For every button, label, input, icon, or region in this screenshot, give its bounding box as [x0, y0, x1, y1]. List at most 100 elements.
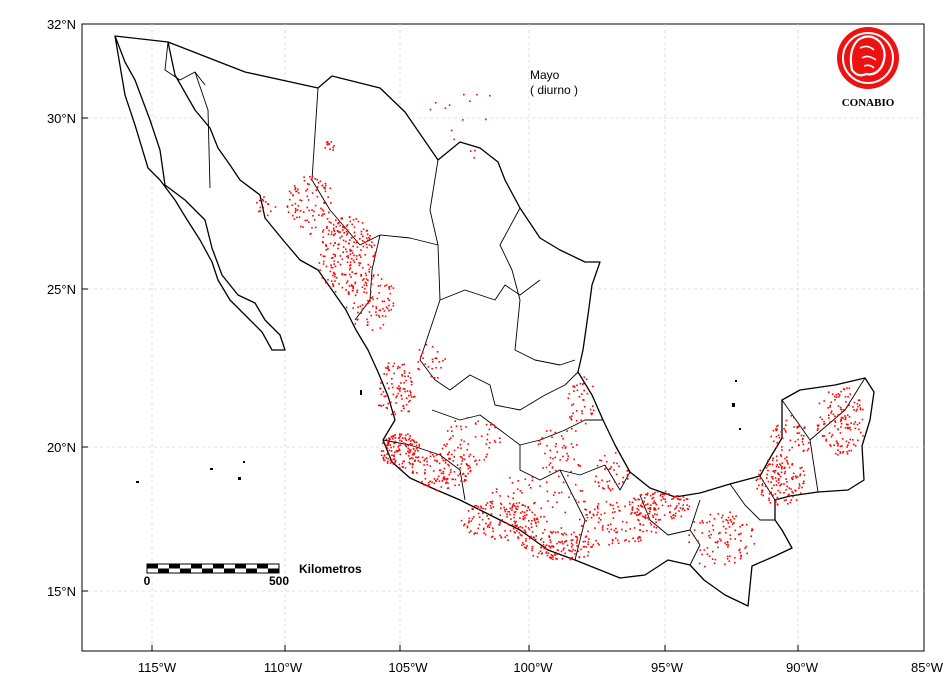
hotspot-point	[712, 550, 714, 553]
hotspot-point	[321, 213, 324, 216]
hotspot-point	[499, 502, 502, 505]
hotspot-point	[796, 432, 799, 434]
hotspot-point	[431, 481, 433, 484]
hotspot-point	[478, 516, 481, 518]
hotspot-point	[834, 399, 836, 401]
hotspot-point	[400, 382, 402, 384]
hotspot-point	[491, 492, 494, 494]
hotspot-point	[861, 418, 864, 421]
hotspot-point	[830, 435, 833, 438]
hotspot-point	[640, 539, 642, 542]
hotspot-point	[565, 540, 568, 542]
hotspot-point	[740, 532, 742, 535]
hotspot-point	[322, 263, 325, 265]
hotspot-point	[297, 192, 300, 194]
hotspot-point	[512, 503, 515, 505]
hotspot-point	[509, 476, 511, 479]
hotspot-point	[803, 427, 805, 430]
hotspot-point	[617, 539, 619, 542]
hotspot-point	[427, 366, 430, 368]
hotspot-point	[803, 474, 806, 477]
hotspot-point	[846, 451, 848, 453]
hotspot-point	[380, 454, 383, 457]
hotspot-point	[630, 513, 632, 515]
hotspot-point	[650, 530, 653, 533]
hotspot-point	[333, 229, 335, 231]
hotspot-point	[609, 467, 611, 470]
hotspot-point	[566, 544, 569, 547]
hotspot-point	[792, 495, 794, 498]
hotspot-point	[393, 455, 395, 457]
hotspot-point	[408, 394, 410, 397]
hotspot-point	[350, 249, 353, 252]
hotspot-point	[494, 538, 496, 540]
hotspot-point	[415, 456, 417, 458]
hotspot-point	[847, 423, 849, 426]
hotspot-point	[389, 444, 392, 446]
hotspot-point	[387, 452, 389, 455]
hotspot-point	[519, 525, 522, 528]
hotspot-point	[514, 524, 516, 527]
hotspot-point	[326, 141, 328, 144]
hotspot-point	[309, 176, 311, 178]
hotspot-point	[774, 500, 777, 503]
scale-bar-segment	[202, 568, 213, 573]
hotspot-point	[373, 244, 376, 247]
hotspot-point	[529, 487, 532, 489]
hotspot-point	[519, 534, 522, 536]
hotspot-point	[341, 235, 343, 238]
hotspot-point	[405, 379, 407, 382]
hotspot-point	[515, 502, 518, 505]
hotspot-point	[379, 387, 382, 390]
hotspot-point	[739, 557, 742, 560]
hotspot-point	[840, 416, 843, 419]
hotspot-point	[387, 365, 389, 368]
hotspot-point	[380, 278, 383, 280]
hotspot-point	[756, 478, 759, 481]
hotspot-point	[489, 505, 492, 507]
hotspot-point	[270, 210, 272, 213]
hotspot-point	[378, 292, 380, 294]
hotspot-point	[316, 186, 319, 188]
hotspot-point	[568, 393, 571, 395]
hotspot-point	[637, 509, 640, 511]
hotspot-point	[546, 520, 548, 523]
hotspot-point	[547, 500, 549, 502]
hotspot-point	[473, 533, 475, 535]
hotspot-point	[409, 377, 412, 379]
hotspot-point	[311, 192, 314, 194]
hotspot-point	[350, 276, 352, 278]
hotspot-point	[488, 428, 491, 431]
hotspot-point	[390, 436, 393, 438]
hotspot-point	[366, 246, 368, 249]
hotspot-point	[567, 458, 569, 460]
hotspot-point	[387, 402, 389, 405]
hotspot-point	[722, 520, 724, 523]
hotspot-point	[325, 245, 328, 247]
hotspot-point	[577, 545, 579, 547]
hotspot-point	[350, 257, 353, 260]
hotspot-point	[317, 182, 320, 184]
hotspot-point	[674, 515, 677, 517]
hotspot-point	[644, 514, 647, 517]
hotspot-point	[611, 488, 614, 490]
hotspot-point	[476, 93, 478, 96]
hotspot-point	[469, 470, 472, 472]
hotspot-point	[335, 225, 337, 228]
hotspot-point	[561, 558, 564, 560]
hotspot-point	[438, 469, 441, 472]
hotspot-point	[524, 530, 526, 533]
hotspot-point	[655, 518, 657, 521]
hotspot-point	[590, 412, 592, 415]
hotspot-point	[594, 480, 597, 483]
hotspot-point	[545, 466, 548, 469]
hotspot-point	[835, 452, 837, 455]
hotspot-point	[534, 514, 536, 516]
hotspot-point	[588, 538, 590, 540]
hotspot-point	[300, 225, 302, 228]
hotspot-point	[356, 289, 359, 292]
hotspot-point	[349, 264, 351, 267]
hotspot-point	[706, 547, 709, 549]
hotspot-point	[568, 549, 570, 552]
hotspot-point	[482, 512, 484, 515]
